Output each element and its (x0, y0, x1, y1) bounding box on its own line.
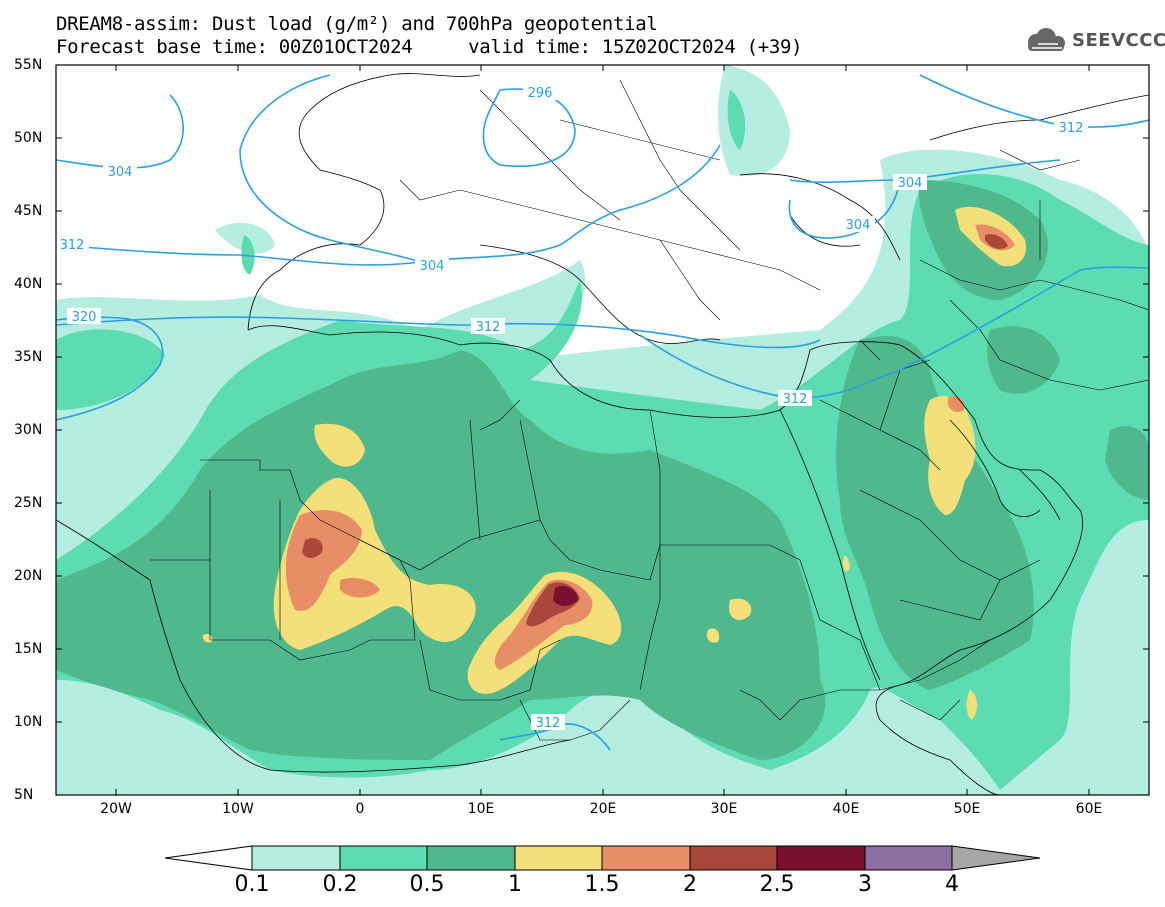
lon-label: 30E (710, 801, 738, 817)
colorbar-swatch (514, 845, 603, 871)
colorbar-label: 0.5 (409, 872, 445, 897)
dust-level-2-5 (553, 585, 578, 606)
dust-level-0-5 (56, 180, 1149, 760)
contour-label: 312 (1059, 121, 1084, 136)
contour-label-texts: 296 304 304 304 304 312 312 312 312 312 … (60, 86, 1084, 731)
colorbar-over-arrow (951, 845, 1041, 871)
lon-label: 40E (832, 801, 860, 817)
map-title-line1: DREAM8-assim: Dust load (g/m²) and 700hP… (56, 13, 658, 35)
colorbar-label: 4 (945, 872, 959, 897)
contour-label: 304 (420, 259, 445, 274)
cloud-icon (1028, 28, 1065, 51)
lat-label: 45N (14, 203, 43, 219)
lat-label: 20N (14, 568, 43, 584)
logo-text: SEEVCCC (1072, 30, 1165, 51)
lon-label: 10W (222, 801, 254, 817)
lat-label: 55N (14, 57, 43, 73)
lat-label: 5N (14, 787, 34, 803)
contour-label: 304 (846, 218, 871, 233)
borders (150, 79, 1149, 741)
map-title-line2: Forecast base time: 00Z01OCT2024 valid t… (56, 36, 803, 58)
contour-label-boxes (56, 84, 1088, 730)
colorbar-label: 2.5 (759, 872, 795, 897)
colorbar-label: 1 (508, 872, 522, 897)
colorbar-label: 0.2 (322, 872, 358, 897)
colorbar-under-arrow (164, 845, 253, 871)
lat-label: 35N (14, 349, 43, 365)
lat-label: 25N (14, 495, 43, 511)
colorbar-label: 0.1 (234, 872, 270, 897)
lon-label: 60E (1075, 801, 1103, 817)
axis-ticks (56, 64, 1149, 795)
colorbar-swatch (251, 845, 341, 871)
lon-label: 10E (467, 801, 495, 817)
lon-label: 20W (100, 801, 132, 817)
colorbar-swatch (689, 845, 778, 871)
colorbar (164, 845, 1041, 871)
colorbar-swatch (339, 845, 428, 871)
contour-label: 312 (536, 716, 561, 731)
colorbar-label: 1.5 (584, 872, 620, 897)
lat-label: 40N (14, 276, 43, 292)
contour-label: 312 (476, 320, 501, 335)
lat-label: 15N (14, 641, 43, 657)
colorbar-swatch (864, 845, 953, 871)
colorbar-label: 3 (858, 872, 872, 897)
lat-label: 30N (14, 422, 43, 438)
lat-label: 10N (14, 714, 43, 730)
colorbar-swatch (601, 845, 691, 871)
colorbar-swatch (426, 845, 516, 871)
colorbar-label: 2 (683, 872, 697, 897)
lat-label: 50N (14, 130, 43, 146)
lon-label: 20E (589, 801, 617, 817)
contour-label: 296 (528, 86, 553, 101)
lon-label: 50E (953, 801, 981, 817)
contour-label: 312 (783, 392, 808, 407)
lon-label: 0 (355, 801, 365, 817)
contour-label: 304 (108, 165, 133, 180)
contour-label: 304 (898, 176, 923, 191)
contour-label: 312 (60, 238, 85, 253)
colorbar-swatch (776, 845, 866, 871)
contour-label: 320 (72, 310, 97, 325)
